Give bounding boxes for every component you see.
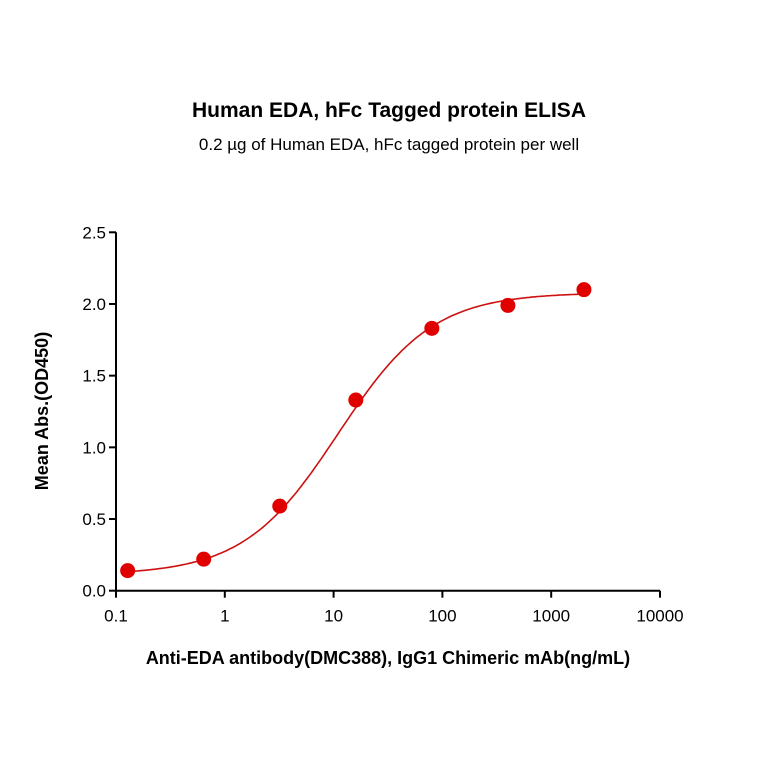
y-tick-label: 0.5	[82, 510, 106, 529]
x-tick-label: 0.1	[104, 607, 128, 626]
data-point	[348, 392, 364, 408]
x-tick-label: 1	[220, 607, 229, 626]
data-point	[424, 320, 440, 336]
x-axis-label: Anti-EDA antibody(DMC388), IgG1 Chimeric…	[146, 648, 630, 668]
y-tick-label: 2.5	[82, 223, 106, 242]
fit-curve	[127, 293, 584, 573]
data-point	[272, 498, 288, 514]
y-tick-label: 1.5	[82, 367, 106, 386]
y-axis-label: Mean Abs.(OD450)	[32, 332, 52, 490]
x-tick-label: 1000	[532, 607, 570, 626]
x-tick-label: 10	[324, 607, 343, 626]
data-point	[576, 282, 592, 298]
x-tick-label: 10000	[636, 607, 683, 626]
chart-title: Human EDA, hFc Tagged protein ELISA	[192, 99, 586, 122]
y-tick-label: 2.0	[82, 295, 106, 314]
x-tick-label: 100	[428, 607, 456, 626]
y-tick-label: 0.0	[82, 582, 106, 601]
chart-subtitle: 0.2 µg of Human EDA, hFc tagged protein …	[199, 135, 579, 154]
y-tick-label: 1.0	[82, 438, 106, 457]
data-point	[120, 563, 136, 579]
data-point	[500, 297, 516, 313]
data-point	[196, 551, 212, 567]
